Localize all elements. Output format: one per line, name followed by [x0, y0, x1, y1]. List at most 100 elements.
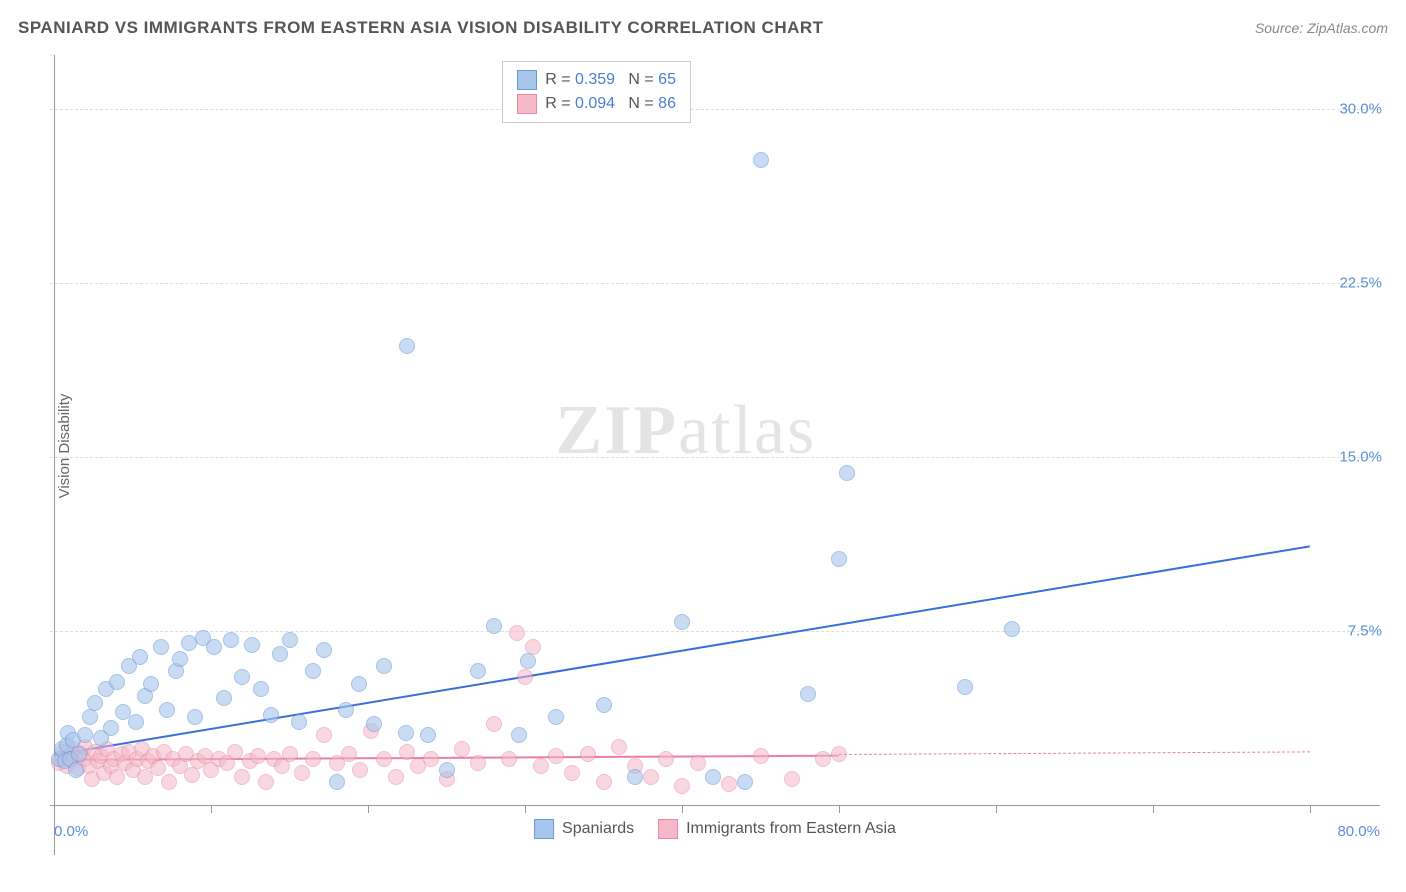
data-point	[580, 746, 596, 762]
data-point	[520, 653, 536, 669]
data-point	[511, 727, 527, 743]
data-point	[184, 767, 200, 783]
data-point	[470, 663, 486, 679]
data-point	[272, 646, 288, 662]
data-point	[658, 751, 674, 767]
data-point	[705, 769, 721, 785]
data-point	[216, 690, 232, 706]
chart-header: SPANIARD VS IMMIGRANTS FROM EASTERN ASIA…	[18, 18, 1388, 38]
data-point	[643, 769, 659, 785]
data-point	[784, 771, 800, 787]
data-point	[831, 551, 847, 567]
y-axis	[54, 55, 55, 855]
data-point	[548, 748, 564, 764]
data-point	[338, 702, 354, 718]
data-point	[103, 720, 119, 736]
data-point	[800, 686, 816, 702]
data-point	[596, 697, 612, 713]
data-point	[420, 727, 436, 743]
y-tick-label: 22.5%	[1339, 275, 1382, 292]
data-point	[831, 746, 847, 762]
data-point	[753, 748, 769, 764]
data-point	[957, 679, 973, 695]
y-tick-label: 15.0%	[1339, 449, 1382, 466]
data-point	[690, 755, 706, 771]
legend-item: Immigrants from Eastern Asia	[658, 819, 896, 839]
x-tick	[368, 805, 369, 813]
grid-line	[50, 631, 1380, 632]
data-point	[501, 751, 517, 767]
series-legend: Spaniards Immigrants from Eastern Asia	[534, 819, 896, 839]
data-point	[161, 774, 177, 790]
data-point	[128, 714, 144, 730]
x-tick	[525, 805, 526, 813]
data-point	[244, 637, 260, 653]
data-point	[143, 676, 159, 692]
data-point	[172, 651, 188, 667]
data-point	[548, 709, 564, 725]
watermark: ZIPatlas	[555, 391, 816, 471]
legend-label: Immigrants from Eastern Asia	[686, 820, 896, 838]
data-point	[388, 769, 404, 785]
y-tick-label: 30.0%	[1339, 101, 1382, 118]
data-point	[351, 676, 367, 692]
data-point	[282, 632, 298, 648]
data-point	[263, 707, 279, 723]
x-tick	[54, 805, 55, 813]
data-point	[423, 751, 439, 767]
data-point	[316, 727, 332, 743]
data-point	[234, 769, 250, 785]
chart-title: SPANIARD VS IMMIGRANTS FROM EASTERN ASIA…	[18, 18, 824, 38]
data-point	[206, 639, 222, 655]
data-point	[753, 152, 769, 168]
trend-line	[54, 545, 1310, 756]
data-point	[227, 744, 243, 760]
data-point	[282, 746, 298, 762]
grid-line	[50, 109, 1380, 110]
data-point	[352, 762, 368, 778]
x-tick	[1153, 805, 1154, 813]
data-point	[533, 758, 549, 774]
data-point	[68, 762, 84, 778]
data-point	[509, 625, 525, 641]
trend-line-dashed	[839, 752, 1310, 756]
legend-swatch	[658, 819, 678, 839]
legend-row: R = 0.359 N = 65	[517, 68, 676, 92]
x-tick	[996, 805, 997, 813]
data-point	[187, 709, 203, 725]
x-tick	[839, 805, 840, 813]
data-point	[674, 778, 690, 794]
data-point	[439, 762, 455, 778]
data-point	[517, 669, 533, 685]
correlation-legend: R = 0.359 N = 65 R = 0.094 N = 86	[502, 61, 691, 123]
legend-stats: R = 0.094 N = 86	[545, 95, 676, 113]
grid-line	[50, 283, 1380, 284]
chart-source: Source: ZipAtlas.com	[1255, 20, 1388, 36]
data-point	[82, 709, 98, 725]
legend-item: Spaniards	[534, 819, 634, 839]
data-point	[596, 774, 612, 790]
data-point	[150, 760, 166, 776]
data-point	[258, 774, 274, 790]
data-point	[153, 639, 169, 655]
legend-swatch	[517, 94, 537, 114]
data-point	[159, 702, 175, 718]
data-point	[398, 725, 414, 741]
data-point	[253, 681, 269, 697]
data-point	[1004, 621, 1020, 637]
legend-swatch	[517, 70, 537, 90]
data-point	[305, 663, 321, 679]
y-tick-label: 7.5%	[1348, 623, 1382, 640]
data-point	[250, 748, 266, 764]
legend-stats: R = 0.359 N = 65	[545, 71, 676, 89]
x-axis	[50, 805, 1380, 806]
x-tick	[682, 805, 683, 813]
data-point	[316, 642, 332, 658]
data-point	[109, 674, 125, 690]
data-point	[223, 632, 239, 648]
data-point	[564, 765, 580, 781]
data-point	[399, 338, 415, 354]
data-point	[132, 649, 148, 665]
grid-line	[50, 457, 1380, 458]
data-point	[77, 727, 93, 743]
